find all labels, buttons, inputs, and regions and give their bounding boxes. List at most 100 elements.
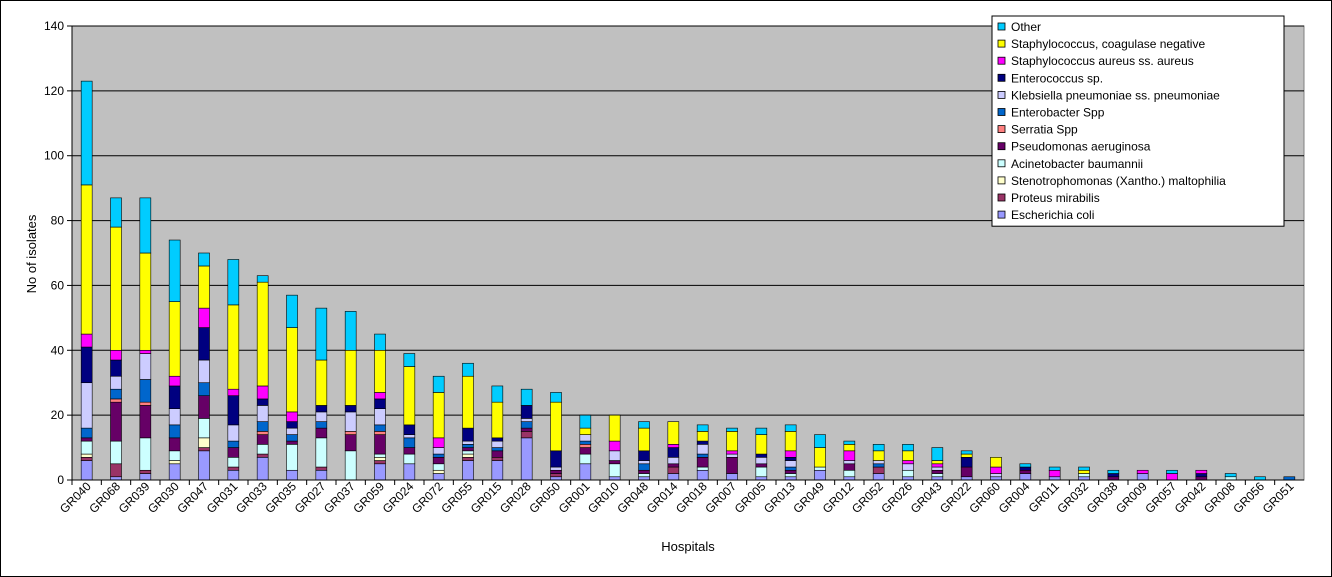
bar-segment <box>139 349 152 354</box>
bar-segment <box>784 424 797 432</box>
bar-segment <box>80 460 93 481</box>
legend-swatch <box>997 22 1006 31</box>
bar-segment <box>227 388 240 396</box>
bar-segment <box>520 421 533 429</box>
bar-segment <box>256 385 269 400</box>
bar-segment <box>256 275 269 283</box>
bar-segment <box>374 333 386 351</box>
bar-segment <box>579 427 592 435</box>
bar-segment <box>227 304 240 390</box>
bar-segment <box>110 440 122 465</box>
bar-segment <box>374 456 386 461</box>
bar-segment <box>462 375 474 429</box>
bar-segment <box>872 466 885 474</box>
bar-segment <box>256 405 269 422</box>
bar-segment <box>227 395 240 426</box>
bar-segment <box>931 460 944 465</box>
legend-swatch <box>997 142 1006 151</box>
bar-segment <box>198 252 210 267</box>
bar-segment <box>80 346 93 384</box>
bar-segment <box>667 447 680 458</box>
bar-segment <box>462 427 474 442</box>
bar-segment <box>80 382 93 429</box>
bar-segment <box>667 466 680 474</box>
bar-segment <box>491 456 504 461</box>
bar-segment <box>110 463 122 478</box>
bar-segment <box>198 450 210 481</box>
bar-segment <box>80 437 93 442</box>
bar-segment <box>990 456 1002 468</box>
bar-segment <box>168 385 181 409</box>
bar-segment <box>520 427 533 432</box>
bar-segment <box>814 447 826 468</box>
bar-segment <box>432 447 445 455</box>
bar-segment <box>1078 473 1090 478</box>
bar-segment <box>638 450 650 461</box>
bar-segment <box>315 411 328 422</box>
bar-segment <box>374 434 386 455</box>
bar-segment <box>198 359 210 384</box>
bar-segment <box>168 460 181 465</box>
bar-segment <box>256 456 269 481</box>
bar-segment <box>784 431 797 452</box>
bar-segment <box>462 456 474 461</box>
bar-segment <box>667 463 680 468</box>
bar-segment <box>80 427 93 439</box>
bar-segment <box>608 460 621 465</box>
bar-segment <box>344 405 357 413</box>
bar-segment <box>286 327 298 413</box>
bar-segment <box>344 434 357 452</box>
bar-segment <box>198 395 210 419</box>
bar-segment <box>198 307 210 328</box>
bar-segment <box>491 437 504 442</box>
legend-swatch <box>997 73 1006 82</box>
legend-label: Klebsiella pneumoniae ss. pneumoniae <box>1011 88 1220 102</box>
bar-segment <box>579 440 592 445</box>
bar-segment <box>374 424 386 432</box>
bar-segment <box>110 226 122 351</box>
bar-segment <box>139 252 152 351</box>
bar-segment <box>315 437 328 468</box>
bar-segment <box>403 434 416 439</box>
bar-segment <box>462 450 474 455</box>
bar-segment <box>638 427 650 452</box>
bar-segment <box>462 453 474 458</box>
bar-segment <box>550 392 562 403</box>
bar-segment <box>726 453 738 458</box>
bar-segment <box>726 456 738 474</box>
bar-segment <box>491 385 504 403</box>
bar-segment <box>344 431 357 435</box>
bar-segment <box>315 466 328 471</box>
bar-segment <box>755 427 768 435</box>
bar-segment <box>520 388 533 406</box>
bar-segment <box>960 450 973 455</box>
bar-segment <box>403 437 416 448</box>
bar-segment <box>843 440 856 445</box>
bar-segment <box>755 453 768 458</box>
bar-segment <box>843 469 856 478</box>
bar-segment <box>696 440 709 445</box>
bar-segment <box>784 473 797 478</box>
bar-segment <box>374 349 386 393</box>
legend-label: Other <box>1011 20 1041 34</box>
bar-segment <box>814 434 826 448</box>
bar-segment <box>374 392 386 400</box>
legend-label: Enterococcus sp. <box>1011 71 1103 85</box>
bar-segment <box>872 463 885 468</box>
y-tick-label: 120 <box>44 84 64 98</box>
bar-segment <box>1048 466 1061 471</box>
bar-segment <box>432 437 445 448</box>
bar-segment <box>139 437 152 471</box>
bar-segment <box>491 450 504 458</box>
bar-segment <box>80 184 93 335</box>
bar-segment <box>286 444 298 471</box>
bar-segment <box>168 239 181 302</box>
bar-segment <box>286 294 298 328</box>
bar-segment <box>403 424 416 435</box>
y-tick-label: 40 <box>51 343 65 357</box>
bar-segment <box>286 411 298 422</box>
legend-label: Enterobacter Spp <box>1011 106 1105 120</box>
bar-segment <box>374 463 386 481</box>
legend-label: Proteus mirabilis <box>1011 191 1100 205</box>
